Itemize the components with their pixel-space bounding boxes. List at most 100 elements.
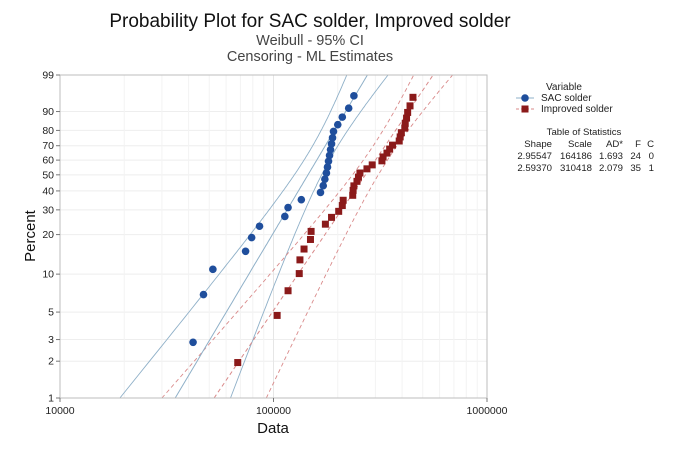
data-point	[339, 196, 347, 204]
data-point	[349, 191, 357, 199]
y-tick-label: 1	[48, 393, 54, 405]
data-point	[189, 338, 197, 347]
data-point	[247, 233, 256, 242]
chart-subtitle-2: Censoring - ML Estimates	[227, 49, 393, 65]
data-point	[378, 157, 386, 165]
data-point	[356, 169, 364, 177]
legend-marker-sac	[521, 94, 529, 102]
data-point	[199, 290, 208, 299]
ci-bound	[230, 74, 389, 399]
data-point	[338, 113, 347, 121]
data-point	[281, 212, 289, 221]
data-point	[333, 120, 342, 129]
data-point	[297, 195, 306, 204]
legend-marker-improved	[521, 105, 529, 113]
stats-cell: 2.079	[599, 163, 623, 174]
data-point	[389, 141, 397, 149]
stats-cell: 35	[630, 163, 641, 174]
data-point	[296, 256, 304, 264]
y-tick-label: 30	[42, 204, 54, 216]
data-point	[319, 181, 328, 190]
stats-cell: 24	[630, 151, 641, 162]
legend-title: Variable	[546, 82, 582, 93]
data-point	[307, 227, 315, 235]
stats-table-title: Table of Statistics	[547, 127, 622, 138]
data-point	[386, 145, 394, 153]
fitted-lines	[174, 74, 434, 399]
stats-header-f: F	[635, 139, 641, 150]
y-tick-label: 5	[48, 307, 54, 319]
data-point	[321, 175, 329, 183]
data-point	[350, 182, 358, 190]
chart-title: Probability Plot for SAC solder, Improve…	[109, 11, 511, 32]
x-tick-label: 10000	[45, 405, 74, 417]
data-point	[329, 127, 338, 136]
data-point	[300, 245, 308, 253]
stats-cell: 164186	[560, 151, 592, 162]
data-point	[324, 157, 333, 166]
data-point	[284, 203, 292, 212]
data-point	[234, 359, 242, 367]
fit-line	[213, 74, 434, 399]
data-point	[354, 173, 362, 181]
data-point	[338, 202, 346, 210]
y-tick-label: 10	[42, 269, 54, 281]
data-point	[323, 163, 332, 171]
data-point	[273, 311, 281, 319]
data-point	[383, 149, 391, 157]
y-axis-label: Percent	[22, 209, 39, 262]
legend-label-improved: Improved solder	[541, 104, 613, 115]
data-point	[404, 108, 412, 116]
data-point	[328, 213, 336, 221]
data-point	[295, 270, 303, 278]
data-point	[335, 207, 343, 215]
y-tick-labels: 1 2 3 5 10 20 30 40 50 60 70 80 90 99	[42, 70, 60, 405]
ci-bound	[119, 74, 348, 399]
data-points	[189, 92, 417, 367]
data-point	[344, 104, 353, 112]
data-point	[255, 222, 264, 231]
data-point	[241, 247, 250, 256]
y-tick-label: 50	[42, 169, 54, 181]
ci-bound	[265, 74, 453, 399]
data-point	[397, 129, 405, 137]
stats-cell: 2.59370	[517, 163, 552, 174]
statistics-table: Table of Statistics Shape Scale AD* F C …	[517, 127, 654, 174]
data-point	[326, 145, 335, 154]
y-tick-label: 60	[42, 155, 54, 167]
x-tick-labels: 10000 100000 1000000	[45, 398, 508, 417]
y-tick-label: 20	[42, 229, 54, 241]
stats-header-ad: AD*	[606, 139, 623, 150]
data-point	[409, 93, 417, 101]
y-tick-label: 70	[42, 140, 54, 152]
data-point	[325, 151, 334, 160]
y-tick-label: 3	[48, 334, 54, 346]
data-point	[401, 124, 409, 132]
stats-cell: 1	[649, 163, 654, 174]
confidence-intervals	[119, 74, 453, 399]
stats-header-c: C	[647, 139, 654, 150]
x-axis-label: Data	[257, 420, 289, 437]
data-point	[403, 114, 411, 122]
stats-header-shape: Shape	[524, 139, 552, 150]
ci-bound	[161, 74, 415, 399]
data-point	[284, 287, 292, 295]
data-point	[353, 177, 361, 185]
y-tick-label: 80	[42, 125, 54, 137]
data-point	[401, 119, 409, 127]
y-tick-label: 99	[42, 70, 54, 82]
data-point	[306, 235, 314, 243]
stats-cell: 0	[649, 151, 654, 162]
data-point	[328, 134, 337, 142]
stats-header-scale: Scale	[568, 139, 592, 150]
chart-subtitle-1: Weibull - 95% CI	[256, 33, 364, 49]
data-point	[209, 265, 217, 274]
data-point	[321, 220, 329, 228]
grid	[59, 74, 488, 399]
x-tick-label: 1000000	[467, 405, 508, 417]
data-point	[368, 161, 376, 169]
y-tick-label: 40	[42, 185, 54, 197]
data-point	[363, 165, 371, 173]
x-tick-label: 100000	[256, 405, 291, 417]
